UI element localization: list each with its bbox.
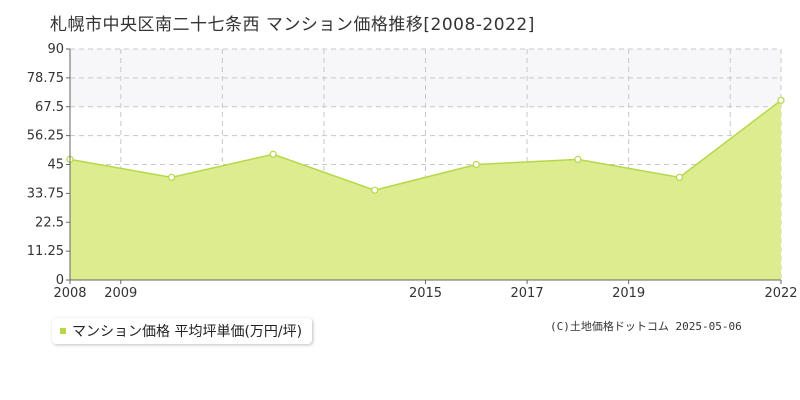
- x-tick-label: 2017: [511, 286, 544, 301]
- y-tick-label: 22.5: [35, 215, 64, 230]
- data-point: [574, 155, 582, 163]
- data-point: [472, 160, 480, 169]
- x-tick-label: 2015: [409, 286, 442, 301]
- y-tick-label: 78.75: [27, 71, 64, 86]
- y-tick-label: 0: [56, 273, 64, 288]
- legend-label: マンション価格 平均坪単価(万円/坪): [72, 324, 303, 340]
- data-point: [675, 173, 684, 181]
- x-tick-label: 2019: [612, 286, 645, 301]
- data-point: [269, 150, 277, 158]
- legend-swatch: [60, 328, 66, 334]
- y-tick-label: 33.75: [27, 186, 64, 201]
- x-tick-label: 2022: [764, 286, 797, 301]
- data-point: [167, 173, 176, 181]
- x-tick-label: 2009: [104, 286, 137, 301]
- y-tick-label: 67.5: [35, 100, 64, 115]
- series-area: [70, 100, 781, 280]
- y-tick-label: 90: [47, 42, 64, 57]
- y-tick-label: 45: [47, 158, 64, 173]
- x-tick-label: 2008: [53, 286, 86, 301]
- copyright-text: (C)土地価格ドットコム 2025-05-06: [550, 320, 742, 333]
- series-line: [69, 99, 782, 191]
- y-tick-label: 56.25: [27, 129, 64, 144]
- y-tick-label: 11.25: [27, 244, 64, 259]
- data-point: [777, 96, 785, 104]
- data-point: [371, 186, 379, 194]
- chart-title: 札幌市中央区南二十七条西 マンション価格推移[2008-2022]: [50, 15, 535, 35]
- legend: マンション価格 平均坪単価(万円/坪): [52, 318, 313, 344]
